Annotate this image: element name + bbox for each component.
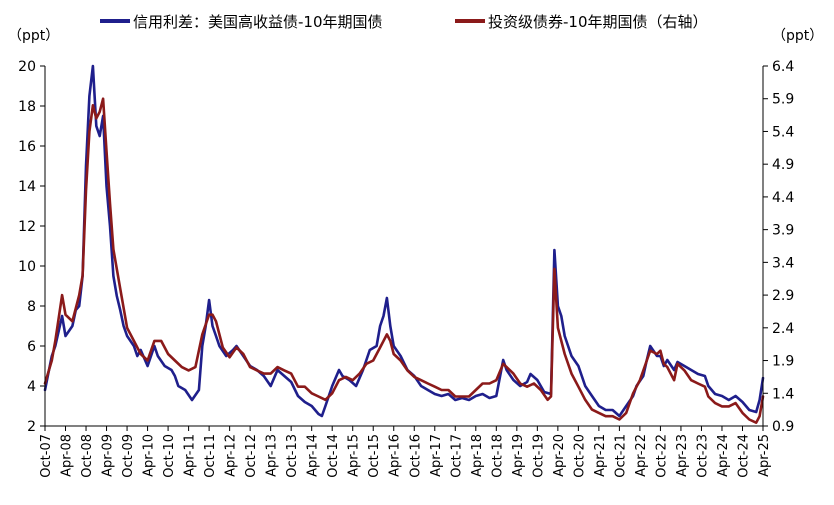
x-tick-label: Apr-10: [142, 434, 157, 477]
x-tick-label: Oct-16: [408, 434, 423, 478]
right-tick-label: 4.4: [772, 190, 794, 206]
x-tick-label: Oct-22: [654, 434, 669, 478]
x-tick-label: Oct-15: [367, 434, 382, 478]
right-tick-label: 6.4: [772, 59, 794, 75]
x-tick-label: Oct-09: [121, 434, 136, 478]
x-tick-label: Apr-12: [224, 434, 239, 477]
right-tick-label: 0.9: [772, 419, 794, 435]
x-tick-label: Oct-10: [162, 434, 177, 478]
legend: 信用利差：美国高收益债-10年期国债 投资级债券-10年期国债（右轴）: [100, 13, 708, 31]
x-tick-label: Oct-19: [531, 434, 546, 478]
left-tick-label: 2: [27, 419, 36, 435]
left-tick-label: 4: [27, 379, 36, 395]
x-tick-label: Oct-13: [285, 434, 300, 478]
right-tick-label: 4.9: [772, 157, 794, 173]
left-tick-label: 8: [27, 299, 36, 315]
x-tick-label: Oct-11: [203, 434, 218, 478]
right-tick-label: 5.4: [772, 124, 794, 140]
right-tick-label: 2.4: [772, 321, 794, 337]
x-tick-label: Apr-18: [470, 434, 485, 477]
x-axis: Oct-07 Apr-08 Oct-08 Apr-09 Oct-09 Apr-10 Oct-…: [39, 426, 772, 478]
x-tick-label: Apr-24: [716, 434, 731, 477]
x-tick-label: Oct-08: [80, 434, 95, 478]
x-tick-label: Apr-23: [675, 434, 690, 477]
x-tick-label: Apr-13: [265, 434, 280, 477]
x-tick-label: Oct-23: [695, 434, 710, 478]
x-tick-label: Apr-14: [306, 434, 321, 477]
left-tick-label: 10: [18, 259, 36, 275]
right-axis: 0.9 1.4 1.9 2.4 2.9 3.4 3.9 4.4 4.9 5.4 5.9 6.4: [763, 59, 794, 435]
x-tick-label: Oct-20: [572, 434, 587, 478]
series: [43, 64, 765, 425]
x-tick-label: Apr-19: [511, 434, 526, 477]
left-tick-label: 18: [18, 99, 36, 115]
x-tick-label: Apr-16: [388, 434, 403, 477]
right-tick-label: 3.4: [772, 255, 794, 271]
x-tick-label: Apr-11: [183, 434, 198, 477]
series-line-high-yield: [43, 64, 765, 418]
series-line-investment-grade: [43, 97, 765, 425]
right-tick-label: 1.9: [772, 354, 794, 370]
axis-lines: [44, 66, 764, 427]
x-tick-label: Apr-17: [429, 434, 444, 477]
x-tick-label: Oct-24: [736, 434, 751, 478]
right-tick-label: 2.9: [772, 288, 794, 304]
x-tick-label: Oct-07: [39, 434, 54, 478]
x-tick-label: Apr-20: [552, 434, 567, 477]
x-tick-label: Apr-25: [757, 434, 772, 477]
right-tick-label: 3.9: [772, 223, 794, 239]
x-tick-label: Apr-08: [60, 434, 75, 477]
x-tick-label: Apr-22: [634, 434, 649, 477]
left-tick-label: 16: [18, 139, 36, 155]
left-tick-label: 12: [18, 219, 36, 235]
x-tick-label: Apr-15: [347, 434, 362, 477]
x-tick-label: Oct-21: [613, 434, 628, 478]
left-axis-unit: （ppt）: [8, 28, 59, 44]
x-tick-label: Oct-12: [244, 434, 259, 478]
left-axis: 2 4 6 8 10 12 14 16 18 20: [18, 59, 45, 435]
right-axis-unit: （ppt）: [772, 28, 823, 44]
x-tick-label: Oct-18: [490, 434, 505, 478]
x-tick-label: Oct-14: [326, 434, 341, 478]
left-tick-label: 14: [18, 179, 36, 195]
legend-label-hy: 信用利差：美国高收益债-10年期国债: [133, 13, 383, 31]
x-tick-label: Apr-09: [101, 434, 116, 477]
left-tick-label: 6: [27, 339, 36, 355]
legend-label-ig: 投资级债券-10年期国债（右轴）: [488, 13, 708, 31]
right-tick-label: 1.4: [772, 386, 794, 402]
left-tick-label: 20: [18, 59, 36, 75]
x-tick-label: Apr-21: [593, 434, 608, 477]
right-tick-label: 5.9: [772, 92, 794, 108]
x-tick-label: Oct-17: [449, 434, 464, 478]
